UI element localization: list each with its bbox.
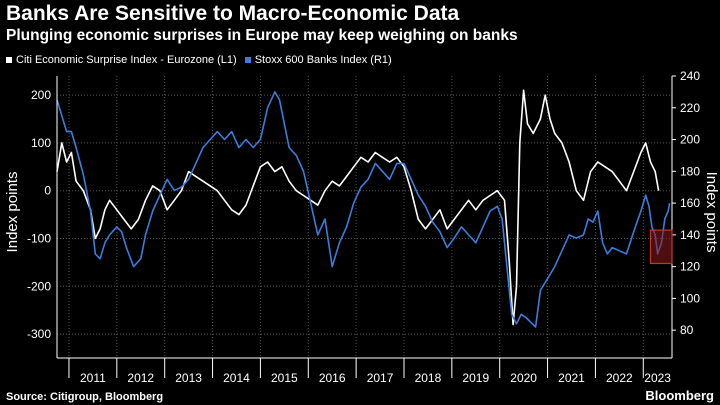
series-line-banks-index <box>56 91 671 328</box>
chart-subtitle: Plunging economic surprises in Europe ma… <box>6 27 518 44</box>
y-left-tick: 100 <box>31 136 51 150</box>
x-tick-label: 2023 <box>644 371 671 385</box>
series-layer <box>56 89 671 328</box>
x-tick-label: 2012 <box>127 371 154 385</box>
chart-legend: Citi Economic Surprise Index - Eurozone … <box>6 54 400 66</box>
x-tick-label: 2019 <box>462 371 489 385</box>
y-right-tick: 240 <box>680 69 700 83</box>
x-tick-label: 2016 <box>319 371 346 385</box>
y-right-tick: 200 <box>680 133 700 147</box>
x-tick-label: 2020 <box>510 371 537 385</box>
legend-swatch-white <box>6 57 12 63</box>
x-tick-label: 2022 <box>606 371 633 385</box>
y-left-tick: -200 <box>27 279 51 293</box>
x-tick-label: 2018 <box>415 371 442 385</box>
y-right-tick: 140 <box>680 228 700 242</box>
source-note: Source: Citigroup, Bloomberg <box>6 391 164 403</box>
x-tick-label: 2015 <box>271 371 298 385</box>
highlight-box <box>649 229 673 265</box>
x-tick-label: 2017 <box>367 371 394 385</box>
y-right-tick: 100 <box>680 291 700 305</box>
x-tick-label: 2014 <box>223 371 250 385</box>
x-tick-label: 2013 <box>175 371 202 385</box>
y-left-tick: -300 <box>27 327 51 341</box>
series-line-surprise-index <box>56 89 660 326</box>
legend-label-surprise: Citi Economic Surprise Index - Eurozone … <box>16 54 237 66</box>
highlight-layer <box>649 229 673 265</box>
y-right-tick: 220 <box>680 101 700 115</box>
y-right-tick: 120 <box>680 260 700 274</box>
y-right-tick: 180 <box>680 164 700 178</box>
grid-lines <box>57 76 672 358</box>
y-left-tick: -100 <box>27 232 51 246</box>
y-left-tick: 0 <box>44 184 51 198</box>
chart-title: Banks Are Sensitive to Macro-Economic Da… <box>6 2 460 25</box>
legend-item-banks: Stoxx 600 Banks Index (R1) <box>244 54 392 66</box>
x-tick-label: 2011 <box>80 371 106 385</box>
y-right-tick: 160 <box>680 196 700 210</box>
x-tick-label: 2021 <box>558 371 585 385</box>
legend-item-surprise: Citi Economic Surprise Index - Eurozone … <box>6 54 237 66</box>
legend-label-banks: Stoxx 600 Banks Index (R1) <box>254 54 392 66</box>
y-left-title: Index points <box>4 172 21 253</box>
y-left-tick: 200 <box>31 88 51 102</box>
legend-swatch-blue <box>244 57 251 63</box>
bloomberg-logo: Bloomberg <box>645 388 714 403</box>
y-right-tick: 80 <box>680 323 694 337</box>
axes: 200 100 0 -100 -200 -300 240 220 200 180 160 140 120… <box>27 69 700 385</box>
y-right-title: Index points <box>703 172 720 253</box>
